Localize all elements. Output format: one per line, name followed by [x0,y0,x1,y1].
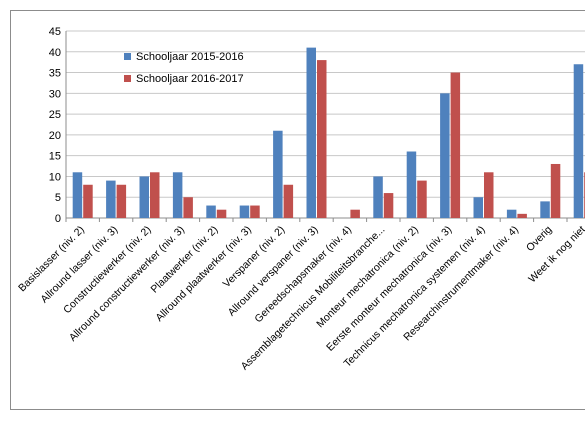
y-tick-label: 35 [49,68,61,80]
x-tick-label: Weet ik nog niet [526,224,585,286]
y-tick-label: 15 [49,151,61,163]
bar [350,209,360,218]
bar [150,172,160,218]
bar [550,163,561,218]
x-tick-label: Eerste monteur mechatronica (niv. 3) [324,224,454,354]
bar [172,172,183,218]
bar [383,193,394,218]
bar [417,180,427,218]
bar [373,176,383,218]
bar [317,60,327,218]
y-tick-label: 30 [49,88,61,100]
bar [484,172,494,218]
bar [306,47,316,218]
y-tick-label: 20 [49,130,61,142]
y-tick-label: 45 [49,26,61,38]
bar [183,197,193,218]
y-tick-label: 5 [55,192,61,204]
bar [473,197,483,218]
bar [450,72,461,218]
y-tick-label: 0 [55,213,61,225]
legend-label: Schooljaar 2016-2017 [136,73,244,85]
y-tick-label: 25 [49,109,61,121]
x-tick-label: Overig [524,224,554,254]
bar [506,209,517,218]
x-tick-label: Verspaner (niv. 2) [221,224,288,291]
bar [250,205,260,218]
bar [283,184,294,218]
bar [440,93,450,218]
legend-swatch [124,75,131,82]
bar [239,205,250,218]
bar [206,205,216,218]
bar [216,209,227,218]
bar [72,172,83,218]
bar [573,64,584,218]
legend-label: Schooljaar 2015-2016 [136,51,244,63]
y-tick-label: 40 [49,47,61,59]
bar [540,201,550,218]
bar [83,184,93,218]
legend-swatch [124,53,131,60]
bar [273,130,283,218]
bar [406,151,417,218]
bar [517,213,527,218]
bar [139,176,149,218]
bar [106,180,116,218]
y-tick-label: 10 [49,171,61,183]
bar [116,184,127,218]
